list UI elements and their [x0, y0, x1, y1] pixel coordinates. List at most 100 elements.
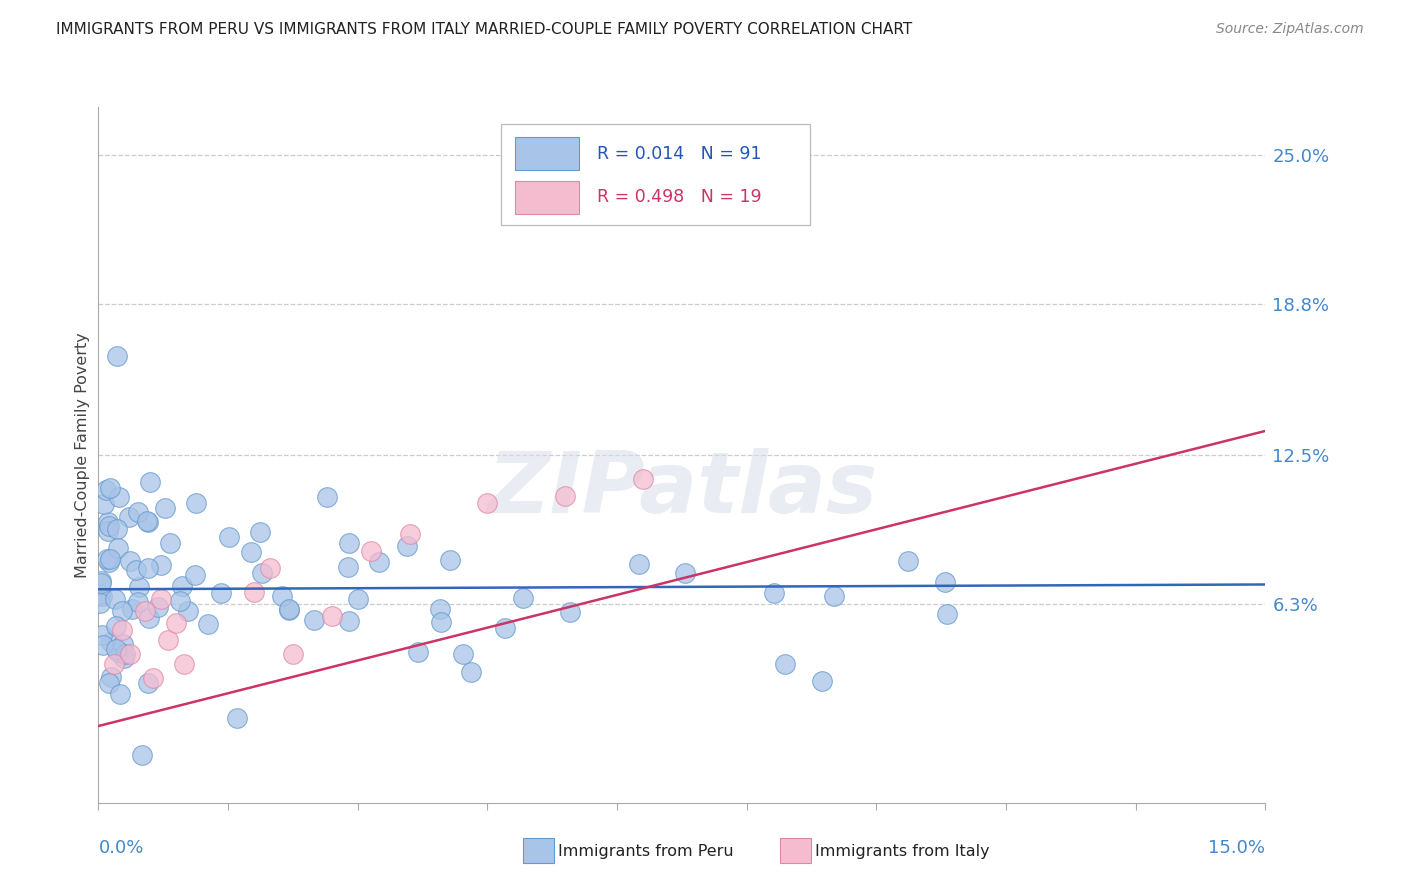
- Point: [90, 576, 112, 591]
- Point: [105, 522, 128, 536]
- Point: [118, 554, 141, 568]
- Point: [259, 560, 281, 574]
- Text: Source: ZipAtlas.com: Source: ZipAtlas.com: [1216, 22, 1364, 37]
- Point: [150, 558, 173, 572]
- Point: [112, 651, 135, 665]
- Point: [177, 604, 200, 618]
- Point: [131, 747, 153, 762]
- Point: [128, 580, 150, 594]
- Point: [98, 519, 121, 533]
- Point: [93, 497, 115, 511]
- Point: [89, 587, 111, 601]
- Point: [136, 516, 159, 530]
- Point: [169, 594, 191, 608]
- Point: [278, 602, 301, 616]
- Point: [107, 541, 129, 556]
- Point: [302, 613, 325, 627]
- Point: [558, 605, 581, 619]
- Point: [277, 601, 299, 615]
- Point: [477, 496, 499, 510]
- Point: [97, 675, 120, 690]
- Point: [100, 670, 122, 684]
- Point: [197, 617, 219, 632]
- Point: [281, 647, 304, 661]
- Point: [339, 614, 361, 628]
- Point: [104, 641, 127, 656]
- Point: [249, 525, 271, 540]
- Point: [315, 490, 337, 504]
- Point: [157, 632, 180, 647]
- Point: [138, 676, 160, 690]
- Point: [121, 602, 143, 616]
- Point: [159, 536, 181, 550]
- Point: [226, 711, 249, 725]
- Point: [104, 592, 127, 607]
- Point: [451, 647, 474, 661]
- Bar: [515, 137, 579, 170]
- Point: [98, 555, 121, 569]
- Point: [172, 579, 194, 593]
- Point: [97, 515, 120, 529]
- Point: [398, 527, 420, 541]
- Point: [671, 196, 693, 211]
- Point: [134, 604, 156, 618]
- Point: [173, 657, 195, 671]
- Point: [146, 599, 169, 614]
- Point: [429, 601, 451, 615]
- Point: [97, 524, 120, 539]
- Point: [111, 604, 134, 618]
- Point: [396, 540, 419, 554]
- Point: [111, 623, 134, 637]
- Point: [91, 628, 114, 642]
- Point: [628, 558, 651, 572]
- Point: [934, 575, 956, 590]
- Point: [105, 349, 128, 363]
- Text: Immigrants from Italy: Immigrants from Italy: [815, 845, 990, 859]
- Point: [673, 566, 696, 580]
- Point: [136, 515, 159, 529]
- Text: R = 0.498   N = 19: R = 0.498 N = 19: [596, 188, 761, 206]
- Point: [183, 568, 205, 582]
- Point: [105, 619, 128, 633]
- Point: [439, 553, 461, 567]
- Point: [90, 574, 112, 588]
- Point: [114, 647, 136, 661]
- Point: [762, 586, 785, 600]
- Point: [512, 591, 534, 606]
- Point: [118, 509, 141, 524]
- Point: [107, 645, 129, 659]
- Point: [124, 563, 146, 577]
- Text: R = 0.014   N = 91: R = 0.014 N = 91: [596, 145, 761, 162]
- Point: [271, 590, 294, 604]
- Point: [98, 481, 121, 495]
- Point: [360, 544, 382, 558]
- Text: IMMIGRANTS FROM PERU VS IMMIGRANTS FROM ITALY MARRIED-COUPLE FAMILY POVERTY CORR: IMMIGRANTS FROM PERU VS IMMIGRANTS FROM …: [56, 22, 912, 37]
- Point: [494, 622, 516, 636]
- Point: [823, 589, 845, 603]
- Point: [98, 552, 121, 566]
- Text: ZIPatlas: ZIPatlas: [486, 448, 877, 532]
- Point: [429, 615, 451, 629]
- Point: [138, 611, 160, 625]
- Point: [240, 544, 263, 558]
- Point: [337, 536, 360, 550]
- Point: [93, 639, 115, 653]
- Bar: [515, 181, 579, 214]
- Point: [218, 530, 240, 544]
- Point: [897, 553, 920, 567]
- Point: [149, 591, 172, 606]
- Text: 0.0%: 0.0%: [98, 838, 143, 857]
- Point: [775, 657, 797, 672]
- Point: [321, 608, 343, 623]
- Point: [118, 647, 141, 661]
- Point: [136, 560, 159, 574]
- Point: [155, 501, 177, 516]
- Point: [127, 595, 149, 609]
- Y-axis label: Married-Couple Family Poverty: Married-Couple Family Poverty: [75, 332, 90, 578]
- Point: [337, 559, 360, 574]
- Point: [406, 645, 429, 659]
- Point: [347, 591, 370, 606]
- Point: [165, 615, 187, 630]
- Point: [367, 555, 389, 569]
- Point: [811, 674, 834, 689]
